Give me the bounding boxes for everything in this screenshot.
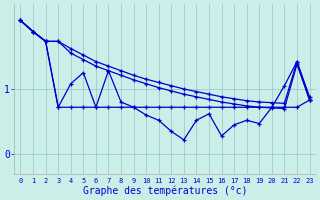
X-axis label: Graphe des températures (°c): Graphe des températures (°c) [83, 185, 247, 196]
